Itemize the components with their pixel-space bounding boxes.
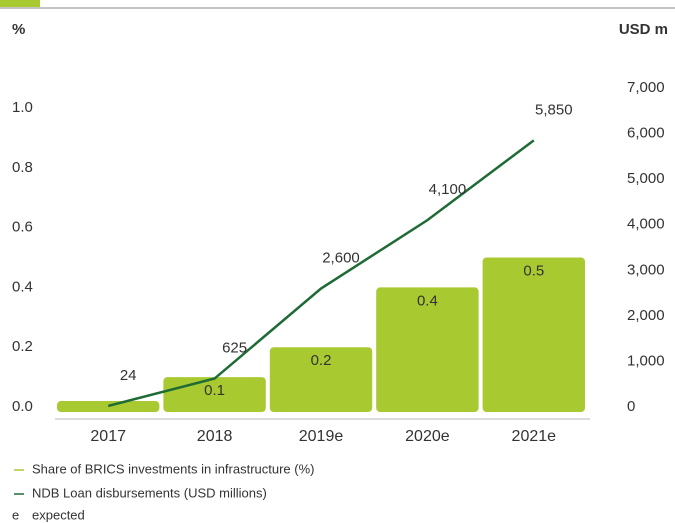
- line-value-label: 2,600: [322, 249, 360, 266]
- bar: [482, 257, 585, 412]
- bar-value-label: 0.4: [417, 292, 438, 309]
- x-tick-label: 2019e: [299, 428, 344, 445]
- y2-tick-label: 3,000: [627, 261, 665, 278]
- line-value-label: 5,850: [535, 101, 573, 118]
- x-tick-label: 2020e: [405, 428, 450, 445]
- y2-axis-label: USD m: [619, 21, 668, 38]
- y-tick-label: 1.0: [12, 99, 33, 116]
- bar-value-label: 0.5: [523, 262, 544, 279]
- y2-tick-label: 5,000: [627, 170, 665, 187]
- x-tick-label: 2017: [90, 428, 126, 445]
- x-tick-label: 2021e: [512, 428, 557, 445]
- y-tick-label: 0.6: [12, 219, 33, 236]
- line-value-label: 4,100: [429, 181, 467, 198]
- legend-label: NDB Loan disbursements (USD millions): [32, 485, 267, 500]
- y-tick-label: 0.2: [12, 338, 33, 355]
- legend-label: Share of BRICS investments in infrastruc…: [32, 461, 315, 476]
- y-tick-label: 0.0: [12, 398, 33, 415]
- bar: [269, 347, 373, 412]
- line-value-label: 24: [120, 367, 137, 384]
- y-tick-label: 0.8: [12, 159, 33, 176]
- y2-tick-label: 0: [627, 398, 635, 415]
- bar: [376, 287, 479, 412]
- note-text: expected: [32, 507, 85, 522]
- bar-value-label: 0.1: [204, 382, 225, 399]
- y-axis-label: %: [12, 21, 25, 38]
- bar-value-label: 0.2: [311, 352, 332, 369]
- note-symbol: e: [12, 507, 19, 522]
- x-tick-label: 2018: [197, 428, 233, 445]
- header-accent: [0, 0, 40, 7]
- line: [107, 139, 535, 408]
- line-value-label: 625: [222, 339, 247, 356]
- y2-tick-label: 4,000: [627, 216, 665, 233]
- y2-tick-label: 7,000: [627, 79, 665, 96]
- y-tick-label: 0.4: [12, 278, 33, 295]
- y2-tick-label: 2,000: [627, 307, 665, 324]
- bar: [57, 401, 160, 412]
- y2-tick-label: 1,000: [627, 352, 665, 369]
- y2-tick-label: 6,000: [627, 125, 665, 142]
